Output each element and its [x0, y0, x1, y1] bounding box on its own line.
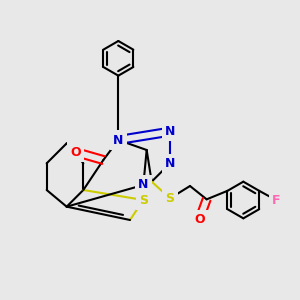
Text: S: S [139, 194, 148, 206]
Text: O: O [194, 213, 205, 226]
Text: S: S [166, 192, 175, 205]
Text: F: F [272, 194, 280, 206]
Text: N: N [138, 178, 148, 191]
Text: N: N [165, 125, 175, 138]
Text: N: N [165, 157, 175, 170]
Text: N: N [113, 134, 124, 146]
Text: O: O [70, 146, 81, 158]
